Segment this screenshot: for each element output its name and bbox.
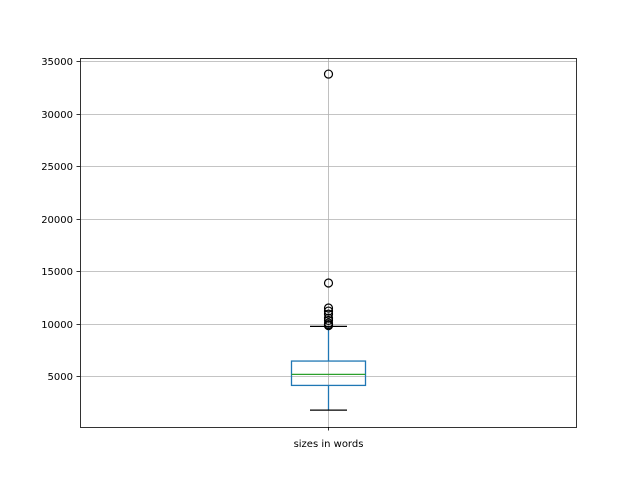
outlier-point (323, 69, 334, 79)
x-tick-label: sizes in words (294, 439, 364, 450)
y-tick-label: 25000 (41, 162, 73, 173)
outlier-point (323, 309, 334, 319)
box-iqr (290, 360, 367, 387)
y-tick-label: 30000 (41, 110, 73, 121)
x-axis-ticks: sizes in words (294, 427, 364, 450)
y-tick-label: 10000 (41, 320, 73, 331)
outlier-point (323, 313, 334, 323)
y-tick-label: 5000 (48, 372, 73, 383)
outlier-point (323, 278, 334, 288)
y-tick-label: 20000 (41, 215, 73, 226)
boxes (290, 69, 367, 411)
outlier-point (323, 318, 334, 328)
outlier-point (323, 315, 334, 326)
outlier-point (323, 306, 334, 316)
y-tick-label: 35000 (41, 57, 73, 68)
y-axis-ticks: 5000 10000 15000 20000 25000 30000 35000 (41, 57, 80, 383)
grid-lines (80, 58, 576, 427)
y-tick-label: 15000 (41, 267, 73, 278)
outlier-point (323, 303, 334, 313)
